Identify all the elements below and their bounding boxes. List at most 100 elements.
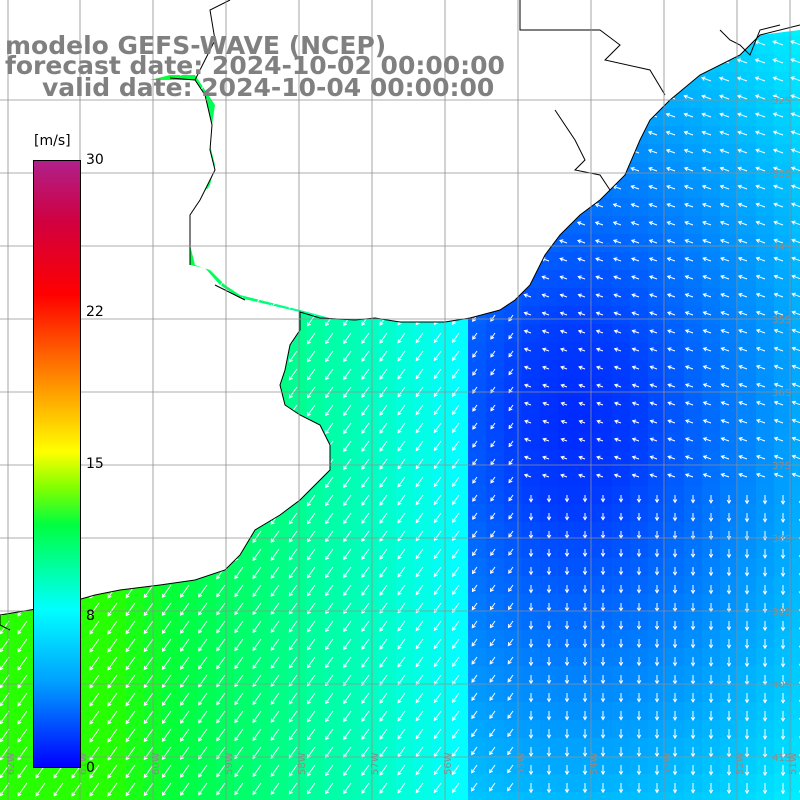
wind-arrow-head xyxy=(720,383,725,388)
wind-arrow xyxy=(415,350,424,361)
wind-arrow-head xyxy=(343,429,348,435)
wind-arrow-head xyxy=(684,275,690,280)
field-cell xyxy=(594,288,613,307)
field-cell xyxy=(774,468,793,487)
wind-arrow xyxy=(379,332,388,344)
wind-arrow-head xyxy=(594,203,600,208)
field-cell xyxy=(576,396,595,415)
wind-arrow xyxy=(774,257,784,262)
wind-arrow-head xyxy=(755,184,760,189)
wind-arrow-head xyxy=(649,365,654,370)
wind-arrow-head xyxy=(361,339,366,344)
field-cell xyxy=(630,450,649,469)
field-cell xyxy=(648,144,667,163)
field-cell xyxy=(774,126,793,145)
wind-arrow xyxy=(738,167,748,172)
wind-arrow-head xyxy=(508,533,513,538)
field-cell xyxy=(792,396,800,415)
field-cell xyxy=(738,108,757,127)
wind-arrow xyxy=(684,113,694,118)
wind-arrow-head xyxy=(288,592,293,597)
field-cell xyxy=(684,162,703,181)
wind-arrow-head xyxy=(665,130,671,135)
wind-arrow-head xyxy=(343,375,348,381)
wind-arrow-head xyxy=(672,535,678,540)
wind-arrow xyxy=(648,131,658,136)
field-cell xyxy=(774,90,793,109)
wind-arrow-head xyxy=(613,257,618,262)
wind-arrow xyxy=(307,566,316,578)
wind-arrow-head xyxy=(559,329,565,334)
wind-arrow-head xyxy=(636,553,642,558)
field-cell xyxy=(666,360,685,379)
wind-arrow-head xyxy=(631,437,637,442)
wind-arrow-head xyxy=(415,483,420,488)
wind-arrow xyxy=(397,368,406,380)
field-cell xyxy=(648,324,667,343)
wind-arrow-head xyxy=(325,429,330,435)
field-cell xyxy=(684,342,703,361)
wind-arrow-head xyxy=(773,454,779,460)
wind-arrow xyxy=(613,221,622,226)
wind-arrow-head xyxy=(252,592,257,598)
wind-arrow xyxy=(596,474,604,478)
field-cell xyxy=(648,198,667,217)
wind-arrow xyxy=(508,440,514,447)
field-cell xyxy=(666,126,685,145)
wind-arrow xyxy=(702,149,712,154)
wind-arrow xyxy=(703,329,712,334)
wind-arrow xyxy=(397,548,406,560)
wind-arrow xyxy=(472,422,478,430)
wind-arrow-head xyxy=(397,447,402,452)
field-cell xyxy=(756,36,775,55)
wind-arrow xyxy=(632,456,640,460)
wind-arrow-head xyxy=(790,58,795,63)
field-cell xyxy=(630,180,649,199)
field-cell xyxy=(684,234,703,253)
field-cell xyxy=(774,180,793,199)
field-cell xyxy=(666,378,685,397)
wind-arrow xyxy=(667,329,676,334)
wind-arrow xyxy=(379,494,388,506)
wind-arrow-head xyxy=(379,429,384,434)
wind-arrow-head xyxy=(433,392,438,398)
wind-arrow-head xyxy=(524,419,529,424)
wind-arrow-head xyxy=(684,220,689,226)
field-cell xyxy=(270,792,289,800)
wind-arrow xyxy=(721,383,730,388)
wind-arrow-head xyxy=(684,202,689,208)
field-cell xyxy=(666,306,685,325)
wind-arrow-head xyxy=(161,593,166,599)
wind-arrow-head xyxy=(630,221,636,226)
wind-arrow xyxy=(524,384,532,388)
field-cell xyxy=(630,252,649,271)
wind-arrow xyxy=(490,512,496,520)
wind-arrow xyxy=(325,368,334,380)
wind-arrow xyxy=(379,584,388,596)
field-cell xyxy=(684,306,703,325)
wind-arrow-head xyxy=(490,479,495,484)
wind-arrow-head xyxy=(415,375,420,380)
wind-arrow xyxy=(325,566,334,578)
wind-arrow xyxy=(542,438,550,442)
wind-arrow xyxy=(415,404,424,415)
wind-arrow-head xyxy=(361,429,366,434)
wind-arrow-head xyxy=(415,573,420,578)
wind-arrow-head xyxy=(772,58,777,63)
wind-arrow-head xyxy=(684,473,690,478)
field-cell xyxy=(720,216,739,235)
wind-arrow-head xyxy=(762,590,768,595)
wind-arrow-head xyxy=(618,498,624,503)
field-cell xyxy=(792,360,800,379)
wind-arrow xyxy=(738,365,748,370)
wind-arrow-head xyxy=(773,328,779,333)
wind-arrow xyxy=(252,530,262,543)
wind-arrow xyxy=(288,548,298,561)
wind-arrow xyxy=(561,438,568,442)
wind-arrow xyxy=(542,366,550,370)
wind-arrow xyxy=(738,221,748,226)
field-cell xyxy=(558,288,577,307)
field-cell xyxy=(666,432,685,451)
wind-arrow xyxy=(577,258,586,262)
wind-arrow-head xyxy=(361,483,366,488)
